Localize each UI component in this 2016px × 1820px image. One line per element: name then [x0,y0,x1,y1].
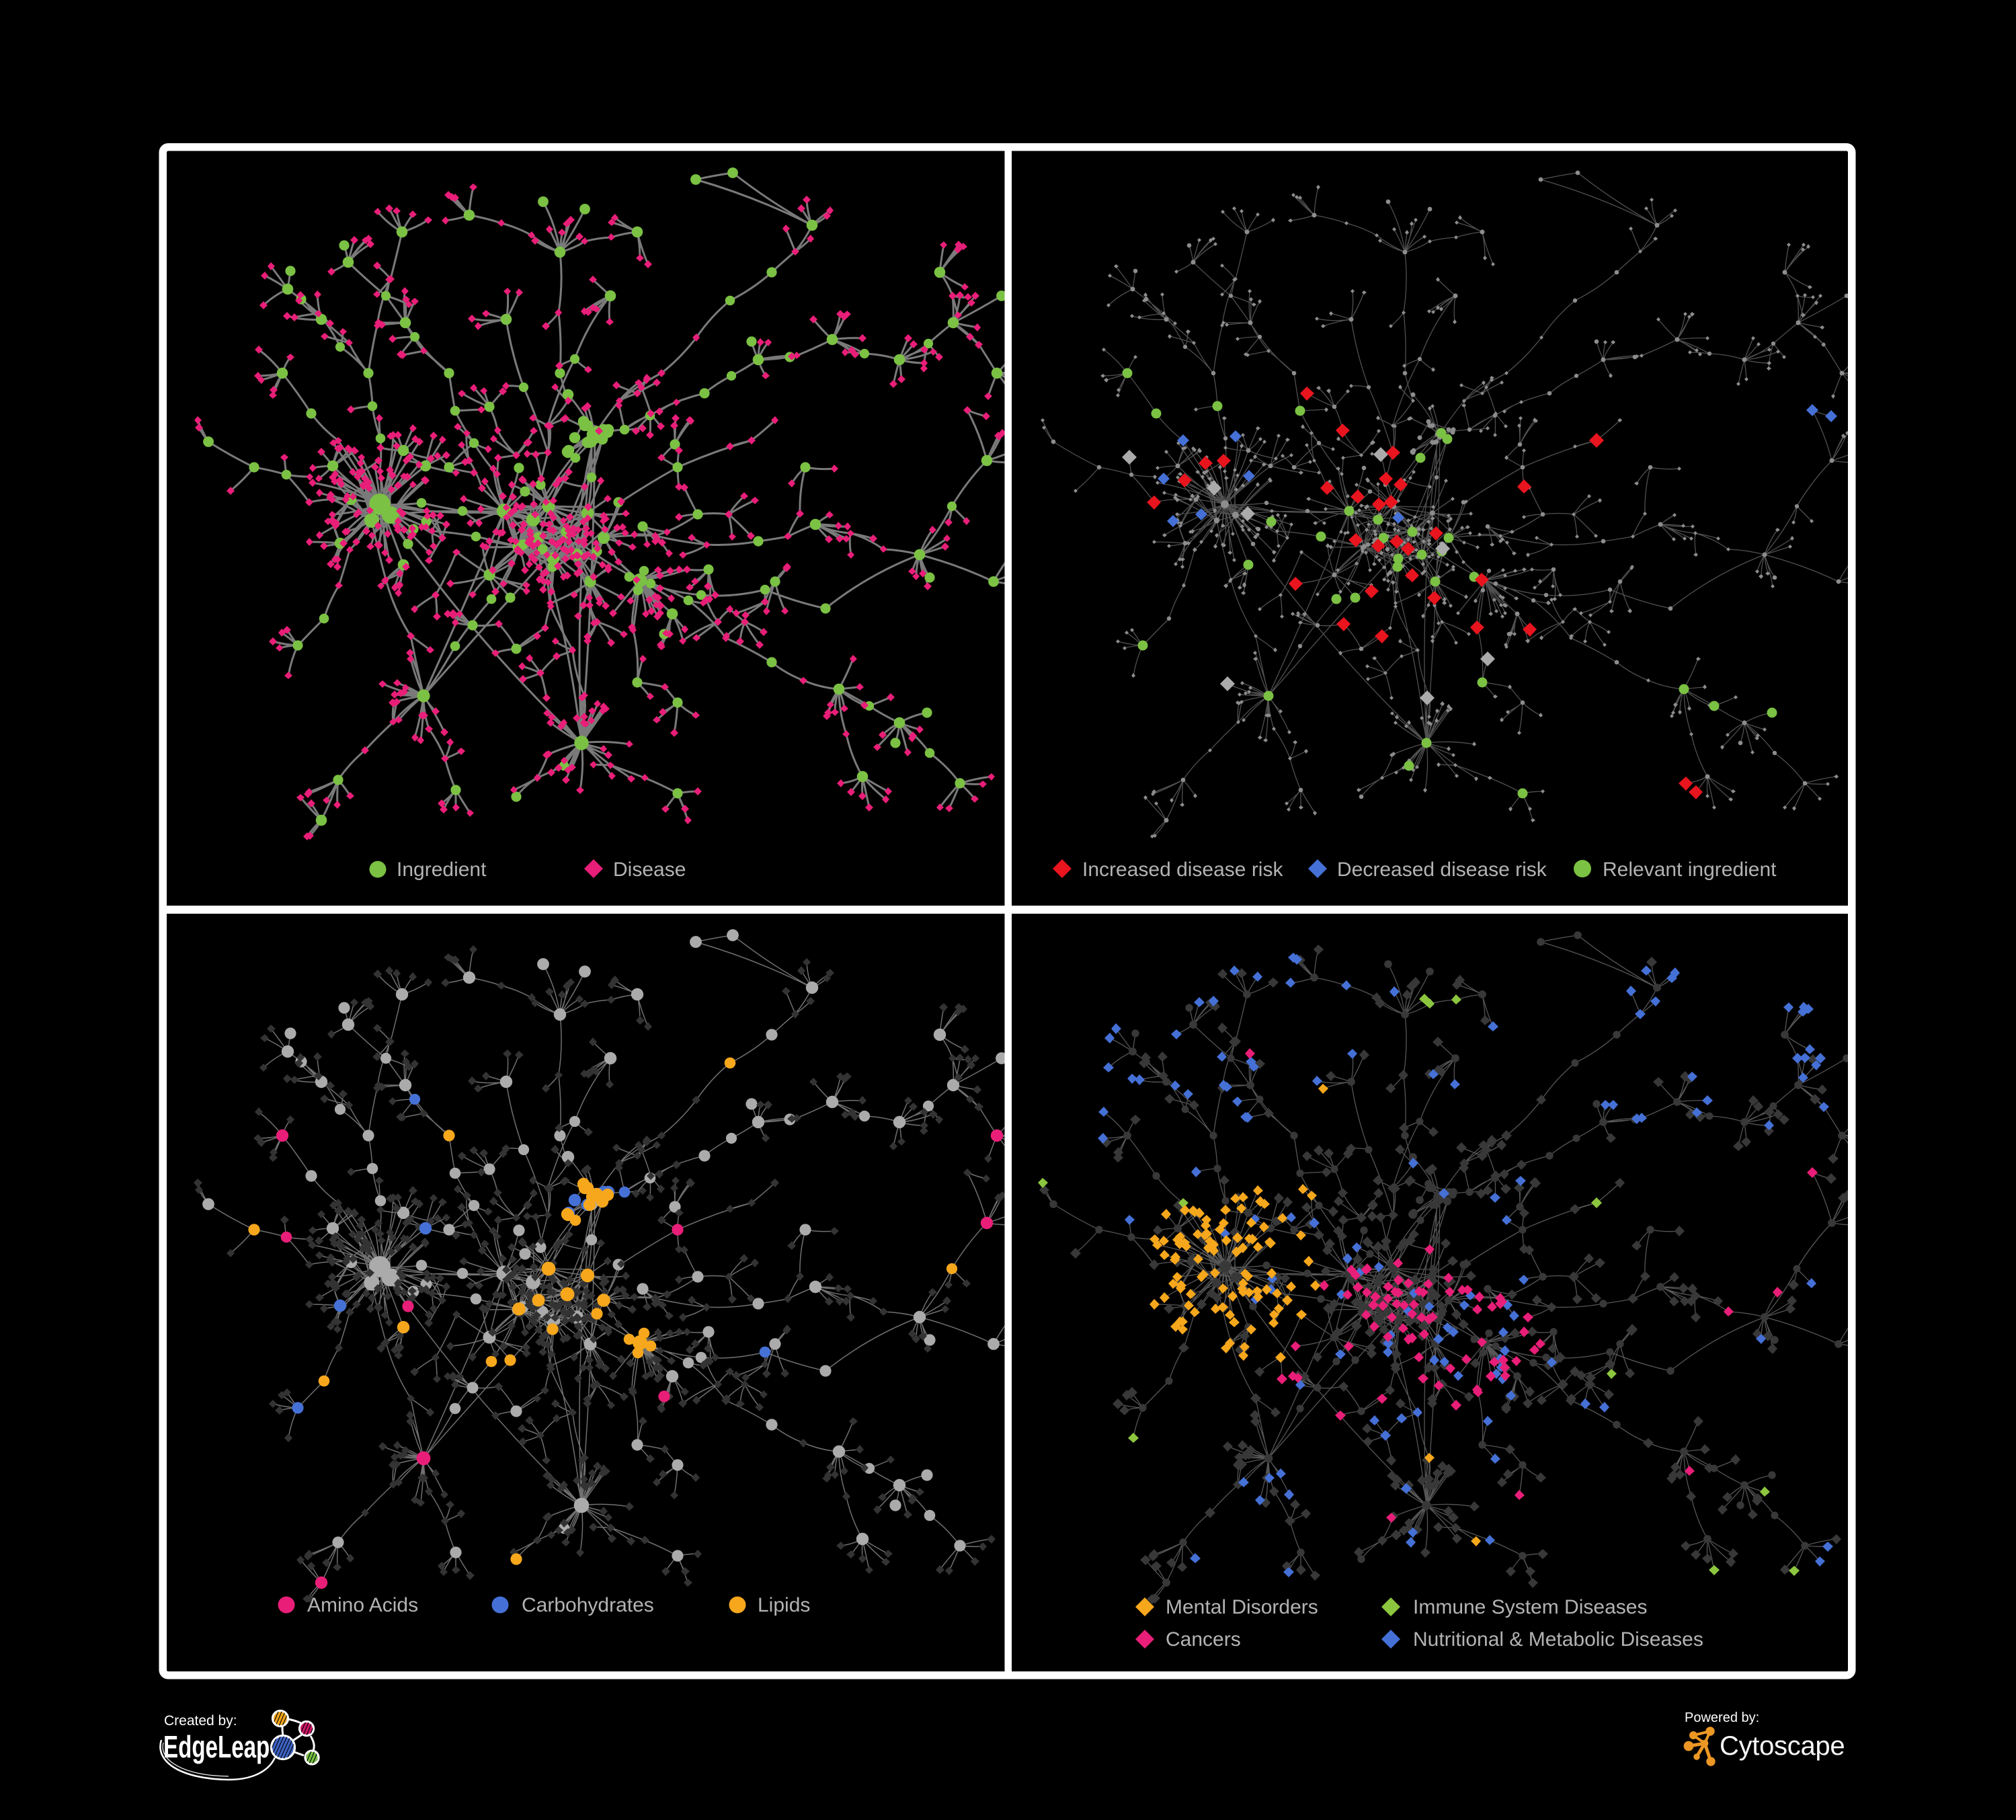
svg-text:Mental Disorders: Mental Disorders [1166,1596,1318,1618]
svg-text:Powered by:: Powered by: [1685,1710,1759,1725]
svg-text:Nutritional & Metabolic Diseas: Nutritional & Metabolic Diseases [1413,1628,1703,1651]
svg-text:Ingredient: Ingredient [397,859,487,881]
svg-text:Lipids: Lipids [758,1594,810,1616]
svg-text:Decreased disease risk: Decreased disease risk [1337,859,1547,881]
svg-text:Carbohydrates: Carbohydrates [522,1594,654,1616]
svg-text:Created by:: Created by: [164,1713,237,1729]
svg-text:Relevant ingredient: Relevant ingredient [1603,859,1777,881]
svg-text:Immune System Diseases: Immune System Diseases [1413,1596,1647,1618]
svg-text:Cytoscape: Cytoscape [1720,1731,1845,1761]
svg-text:Amino Acids: Amino Acids [307,1594,418,1616]
svg-text:Disease: Disease [613,859,686,881]
svg-text:Increased disease risk: Increased disease risk [1082,859,1283,881]
svg-text:EdgeLeap: EdgeLeap [163,1731,270,1764]
svg-text:Cancers: Cancers [1166,1628,1241,1651]
